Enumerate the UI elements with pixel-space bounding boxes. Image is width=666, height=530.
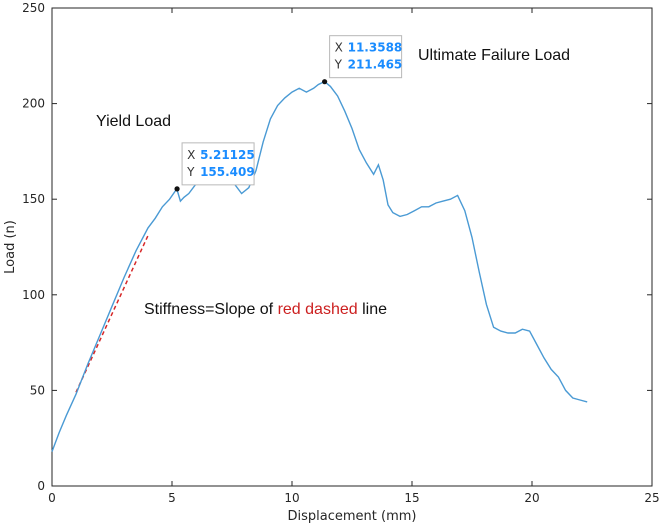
x-tick-label: 20 [524, 491, 539, 505]
load-curve [51, 80, 588, 452]
stiffness-annotation: Stiffness=Slope of red dashed line [144, 301, 387, 318]
y-tick-label: 200 [22, 97, 45, 111]
datatip-y-key: Y [334, 58, 343, 72]
plot-frame [51, 7, 653, 487]
x-tick-label: 5 [168, 491, 176, 505]
y-axis-label: Load (n) [3, 220, 18, 274]
datatip-y-key: Y [186, 165, 195, 179]
x-tick-label: 25 [644, 491, 659, 505]
datatip-y-value: 211.465 [348, 58, 403, 72]
x-axis-ticks: 0 5 10 15 20 25 [48, 8, 660, 505]
x-tick-label: 15 [404, 491, 419, 505]
stiffness-suffix: line [358, 301, 387, 318]
x-axis-label: Displacement (mm) [288, 509, 417, 524]
stiffness-reference-line [75, 235, 149, 393]
ultimate-failure-load-annotation: Ultimate Failure Load [418, 47, 570, 64]
datatip-box [181, 142, 255, 186]
datatip-y-value: 155.409 [200, 165, 255, 179]
x-tick-label: 0 [48, 491, 56, 505]
stiffness-prefix: Stiffness=Slope of [144, 301, 278, 318]
datatip-marker [322, 79, 328, 85]
stiffness-highlight: red dashed [278, 301, 358, 318]
y-axis-ticks: 0 50 100 150 200 250 [22, 1, 652, 493]
y-tick-label: 100 [22, 288, 45, 302]
datatip-x-key: X [187, 148, 195, 162]
datatip-x-value: 11.3588 [348, 41, 403, 55]
yield-load-annotation: Yield Load [96, 113, 171, 130]
datatip-marker [174, 186, 180, 192]
y-tick-label: 50 [30, 383, 45, 397]
y-tick-label: 250 [22, 1, 45, 15]
y-tick-label: 0 [37, 479, 45, 493]
datatips: X 5.21125 Y 155.409 X 11.3588 Y 211.465 [174, 35, 403, 192]
datatip-x-key: X [335, 41, 343, 55]
y-tick-label: 150 [22, 192, 45, 206]
datatip-box [329, 35, 403, 79]
datatip-x-value: 5.21125 [200, 148, 255, 162]
x-tick-label: 10 [284, 491, 299, 505]
